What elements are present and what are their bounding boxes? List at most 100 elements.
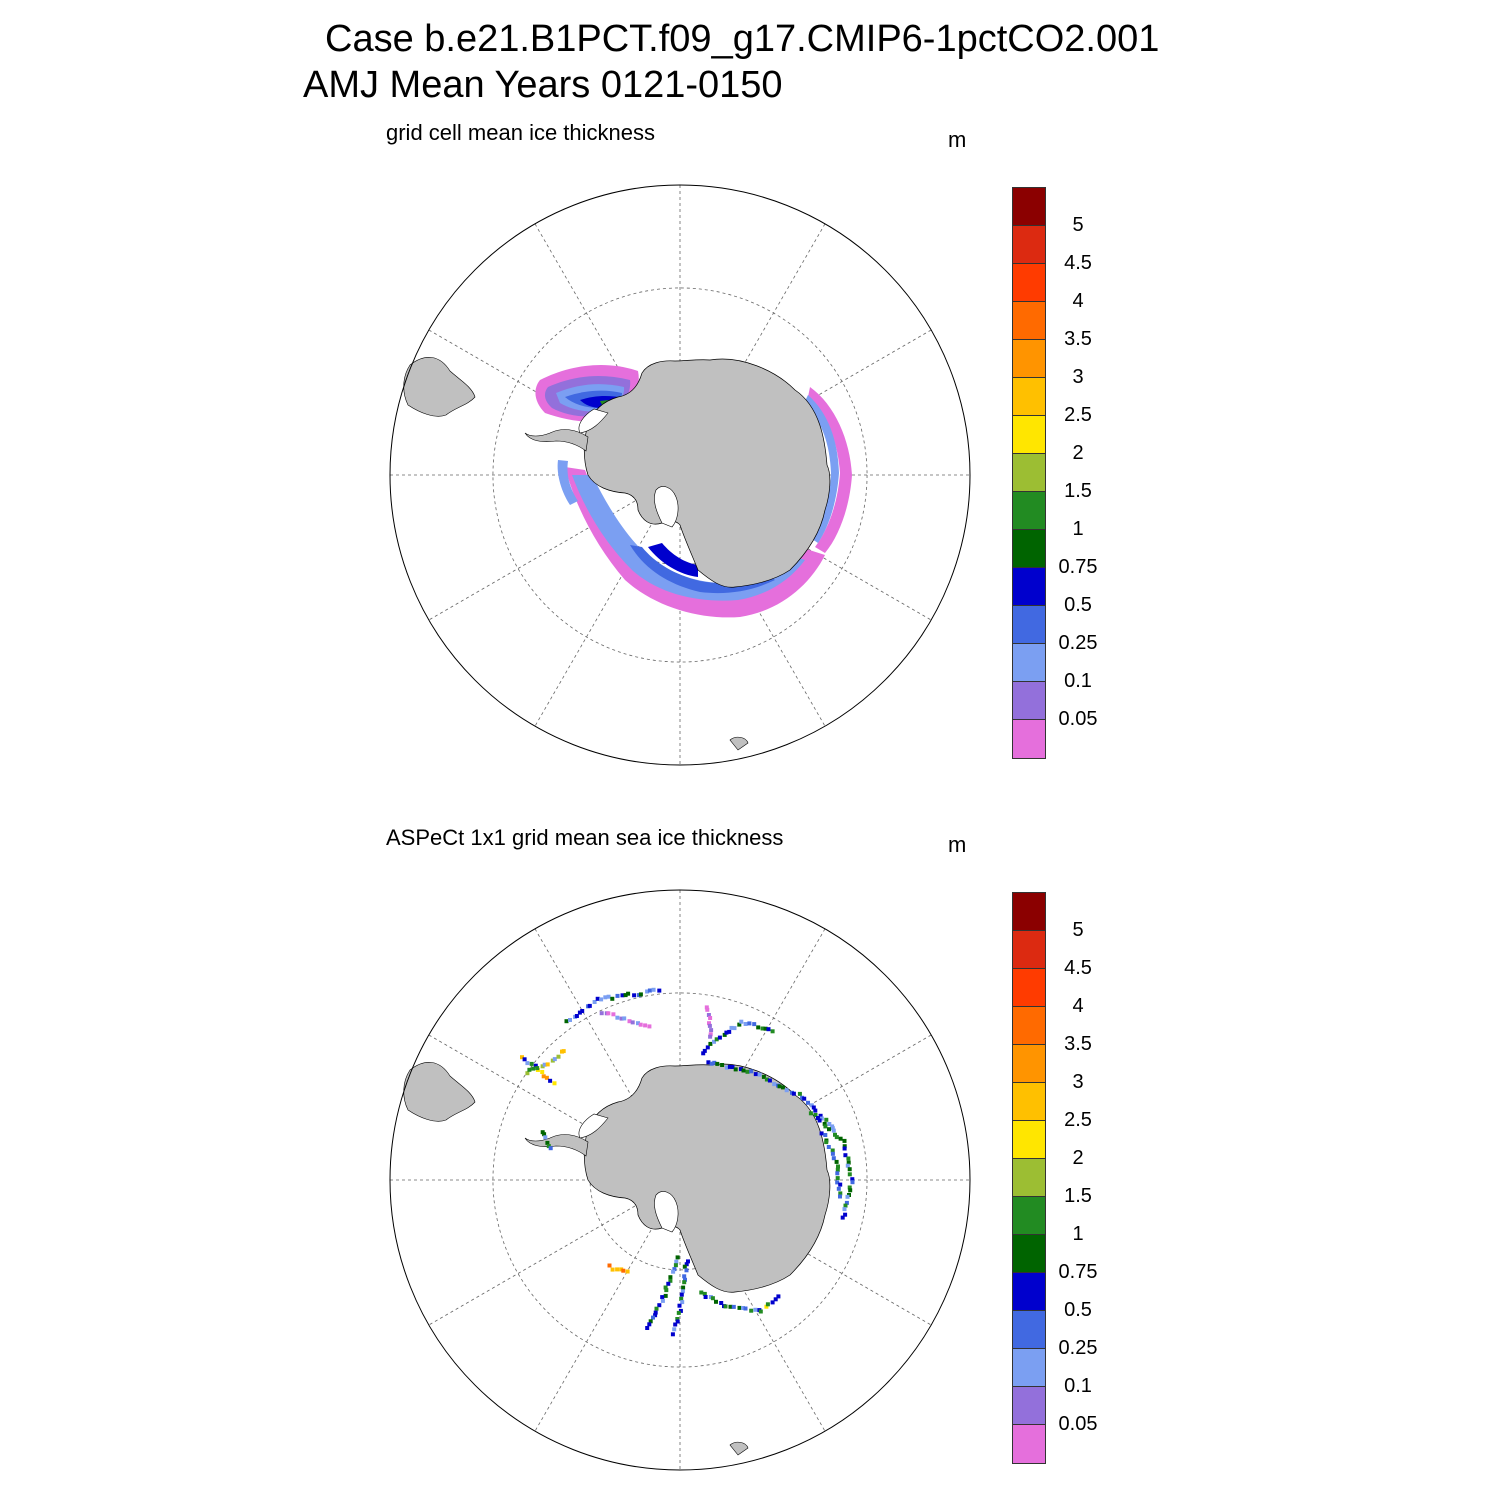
observation-cell xyxy=(842,1138,847,1143)
observation-cell xyxy=(838,1191,843,1196)
model-ice-band-ross xyxy=(648,543,698,577)
colorbar-swatch xyxy=(1013,454,1045,492)
observation-cell xyxy=(657,988,662,993)
observation-cell xyxy=(702,1048,707,1053)
observation-cell xyxy=(728,1304,733,1309)
model-ice-band-ross xyxy=(565,467,825,618)
colorbar-swatch xyxy=(1013,1121,1045,1159)
observation-cell xyxy=(843,1212,848,1217)
observation-cell xyxy=(826,1145,831,1149)
observation-cell xyxy=(686,1259,690,1264)
model-ice-band-ross xyxy=(572,475,805,601)
observation-cell xyxy=(731,1304,736,1309)
colorbar-model xyxy=(1012,187,1046,759)
observation-cell xyxy=(622,1016,627,1021)
colorbar-tick-label: 3 xyxy=(1072,1071,1084,1093)
observation-cell xyxy=(813,1113,818,1117)
colorbar-tick-label: 3.5 xyxy=(1064,328,1092,350)
observation-cell xyxy=(850,1177,855,1182)
observation-cell xyxy=(546,1144,551,1149)
observation-cell xyxy=(599,997,604,1002)
observation-cell xyxy=(743,1022,748,1026)
observation-cell xyxy=(847,1167,852,1172)
observation-cell xyxy=(724,1065,729,1070)
observation-cell xyxy=(824,1140,829,1145)
observation-cell xyxy=(743,1306,748,1311)
observation-cell xyxy=(836,1186,841,1191)
observation-cell xyxy=(732,1026,737,1031)
observation-cell xyxy=(550,1058,555,1063)
colorbar-swatch xyxy=(1013,1159,1045,1197)
colorbar-swatch xyxy=(1013,1235,1045,1273)
colorbar-swatch xyxy=(1013,969,1045,1007)
colorbar-swatch xyxy=(1013,1007,1045,1045)
observation-cell xyxy=(621,1268,626,1273)
observation-cell xyxy=(552,1057,557,1062)
observation-cell xyxy=(533,1063,538,1068)
observation-cell xyxy=(842,1146,847,1151)
observation-cell xyxy=(599,1011,604,1016)
colorbar-swatch xyxy=(1013,302,1045,340)
observation-cell xyxy=(824,1117,829,1122)
observation-cell xyxy=(638,1022,643,1027)
model-ice-thickness-map xyxy=(389,184,971,766)
observation-cell xyxy=(835,1180,840,1185)
observation-cell xyxy=(833,1132,837,1137)
colorbar-swatch xyxy=(1013,1045,1045,1083)
observation-cell xyxy=(663,1285,668,1290)
observation-cell xyxy=(623,993,628,998)
observation-cell xyxy=(741,1068,746,1073)
observation-cell xyxy=(729,1025,734,1030)
observation-cell xyxy=(699,1290,704,1295)
new-zealand-landmass xyxy=(729,1441,749,1456)
observation-cell xyxy=(745,1069,750,1074)
observation-cell xyxy=(827,1122,832,1126)
observation-cell xyxy=(703,1295,708,1299)
observation-cell xyxy=(678,1308,683,1313)
colorbar-tick-label: 0.75 xyxy=(1058,556,1098,578)
observation-cell xyxy=(753,1072,758,1077)
observation-cell xyxy=(544,1075,549,1080)
observation-cell xyxy=(706,1060,711,1065)
observation-cell xyxy=(840,1215,845,1220)
colorbar-observations xyxy=(1012,892,1046,1464)
colorbar-tick-label: 0.1 xyxy=(1064,670,1092,692)
observation-cell xyxy=(838,1182,843,1187)
observation-cell xyxy=(747,1021,752,1026)
observation-cell xyxy=(761,1074,766,1079)
observation-cell xyxy=(679,1296,684,1301)
parallel-grid-circle xyxy=(492,287,868,663)
observation-cell xyxy=(776,1294,781,1299)
observation-cell xyxy=(525,1061,530,1066)
observation-cell xyxy=(817,1118,822,1123)
model-ice-band-east xyxy=(804,395,839,543)
colorbar-tick-label: 0.05 xyxy=(1058,708,1098,730)
observation-cell xyxy=(765,1302,770,1307)
observation-cell xyxy=(653,1310,658,1315)
observation-cell xyxy=(710,1296,715,1301)
observation-cell xyxy=(845,1194,850,1199)
observation-cell xyxy=(619,1267,624,1272)
observation-cell xyxy=(680,1300,685,1305)
observation-cell xyxy=(542,1132,547,1137)
colorbar-tick-label: 2 xyxy=(1072,442,1084,464)
observation-cell xyxy=(845,1163,850,1168)
unit-label-model: m xyxy=(948,127,967,152)
observation-cell xyxy=(797,1091,802,1096)
observation-cell xyxy=(671,1269,676,1274)
observation-cell xyxy=(806,1100,810,1105)
observation-cell xyxy=(615,1015,620,1020)
observation-cell xyxy=(647,1322,652,1327)
panel-title-observations: ASPeCt 1x1 grid mean sea ice thickness xyxy=(386,825,784,850)
observation-cell xyxy=(542,1062,547,1067)
observation-cell xyxy=(800,1095,805,1100)
observation-cell xyxy=(819,1116,824,1121)
observation-cell xyxy=(672,1327,677,1332)
ice-shelf-bay xyxy=(654,1191,679,1233)
observation-cell xyxy=(668,1278,673,1283)
observation-cell xyxy=(615,993,620,998)
observation-cell xyxy=(675,1255,680,1260)
observation-cell xyxy=(606,994,611,999)
observation-cell xyxy=(843,1203,848,1208)
observation-cell xyxy=(827,1127,831,1132)
